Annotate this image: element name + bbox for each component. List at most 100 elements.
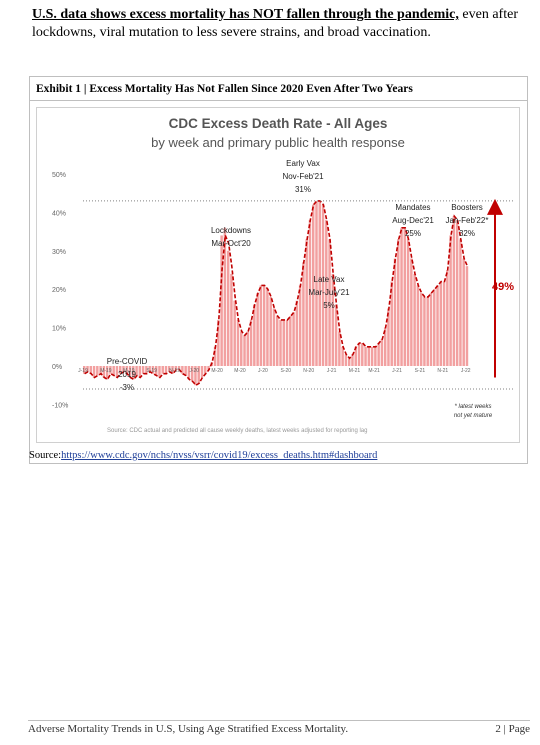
- chart-annotation: Boosters Jan-Feb'22* 32%: [446, 203, 489, 238]
- increase-label: 49%: [492, 281, 514, 293]
- chart-annotation: Mandates Aug-Dec'21 25%: [392, 203, 434, 238]
- x-tick-label: J-22: [461, 368, 471, 374]
- chart-bar: [308, 220, 312, 366]
- x-tick-label: N-21: [437, 368, 448, 374]
- annotation-line: Mar-July'21: [308, 288, 350, 297]
- chart-bar: [367, 346, 371, 366]
- chart-bar: [132, 366, 135, 380]
- chart-bar: [190, 366, 194, 382]
- chart-bar: [298, 285, 302, 366]
- annotation-line: 2019: [118, 370, 136, 379]
- chart-bar: [171, 366, 174, 374]
- chart-bar: [217, 319, 220, 366]
- source-label: Source:: [29, 450, 62, 461]
- footer-title: Adverse Mortality Trends in U.S, Using A…: [28, 723, 349, 735]
- chart-bar: [439, 281, 443, 366]
- chart-bar: [377, 342, 380, 366]
- chart-title: CDC Excess Death Rate - All Ages: [169, 116, 388, 131]
- chart-bar: [446, 270, 449, 366]
- y-tick-label: 10%: [52, 326, 66, 333]
- chart-bar: [459, 239, 462, 366]
- chart-bar: [158, 366, 161, 378]
- annotation-line: Jan-Feb'22*: [446, 216, 489, 225]
- chart-bar: [181, 366, 184, 374]
- chart-bar: [436, 285, 439, 366]
- exhibit-box: Exhibit 1 | Excess Mortality Has Not Fal…: [29, 76, 528, 464]
- y-tick-label: 20%: [52, 287, 66, 294]
- chart-bar: [452, 216, 456, 366]
- chart-bar: [410, 258, 413, 366]
- chart-bar: [200, 366, 204, 378]
- chart-bar: [462, 258, 465, 366]
- chart-bar: [406, 239, 410, 366]
- chart-bar: [292, 312, 295, 366]
- annotation-line: Aug-Dec'21: [392, 216, 434, 225]
- chart-bar: [387, 308, 390, 366]
- chart-bar: [315, 200, 318, 366]
- source-link[interactable]: https://www.cdc.gov/nchs/nvss/vsrr/covid…: [61, 450, 378, 461]
- chart-bar: [449, 235, 452, 366]
- chart-subtitle: by week and primary public health respon…: [151, 135, 405, 150]
- chart-bar: [295, 300, 299, 366]
- chart-bar: [331, 273, 335, 366]
- chart-bar: [138, 366, 142, 378]
- chart-bar: [455, 220, 459, 366]
- chart-bar: [419, 293, 423, 366]
- chart-bar: [465, 266, 469, 366]
- chart-bar: [393, 258, 397, 366]
- chart-bar: [236, 319, 240, 366]
- chart-bar: [364, 346, 367, 366]
- chart-bar: [92, 366, 96, 378]
- chart-bar: [125, 366, 128, 374]
- chart-bar: [289, 316, 292, 366]
- chart-bar: [374, 346, 377, 366]
- chart-bar: [226, 250, 230, 366]
- chart-bar: [429, 293, 433, 366]
- annotation-line: Late Vax: [314, 275, 345, 284]
- chart-bar: [109, 366, 112, 374]
- chart-bar: [347, 358, 351, 366]
- annotation-line: Mar-Oct'20: [211, 239, 251, 248]
- chart-bar: [174, 366, 178, 370]
- chart-bar: [361, 342, 364, 366]
- x-tick-label: N-20: [303, 368, 314, 374]
- chart-bar: [357, 342, 361, 366]
- x-tick-label: M-20: [211, 368, 223, 374]
- source-line: Source:https://www.cdc.gov/nchs/nvss/vsr…: [29, 450, 377, 461]
- chart-bar: [148, 366, 151, 372]
- chart-bar: [223, 227, 227, 366]
- x-tick-label: J-19: [78, 368, 88, 374]
- chart-bar: [325, 220, 328, 366]
- annotation-line: Lockdowns: [211, 226, 251, 235]
- chart-bar: [403, 227, 407, 366]
- chart-bar: [351, 354, 354, 366]
- chart-bar: [105, 366, 109, 380]
- chart-bar: [96, 366, 99, 376]
- chart-bar: [141, 366, 145, 374]
- chart-bar: [112, 366, 115, 376]
- chart-bar: [154, 366, 158, 376]
- chart-annotation: Pre-COVID 2019 -3%: [107, 357, 148, 392]
- x-tick-label: M-21: [349, 368, 361, 374]
- chart-bar: [122, 366, 125, 372]
- chart-bar: [197, 366, 200, 384]
- x-tick-label: M-19: [100, 368, 112, 374]
- chart-bar: [318, 200, 321, 366]
- chart-bar: [262, 285, 266, 366]
- page-number: 2 | Page: [495, 723, 530, 735]
- x-tick-label: S-21: [415, 368, 426, 374]
- chart-bar: [344, 354, 348, 366]
- chart-bar: [128, 366, 132, 378]
- chart-bar: [341, 346, 344, 366]
- chart-bar: [285, 319, 289, 366]
- y-tick-label: 40%: [52, 210, 66, 217]
- chart-bar: [253, 304, 256, 366]
- intro-paragraph: U.S. data shows excess mortality has NOT…: [32, 6, 532, 42]
- x-tick-label: J-21: [392, 368, 402, 374]
- chart-bar: [99, 366, 102, 374]
- chart-annotation: Early Vax Nov-Feb'21 31%: [282, 159, 324, 194]
- annotation-line: Pre-COVID: [107, 357, 148, 366]
- chart-bar: [433, 289, 436, 366]
- chart-bar: [354, 346, 357, 366]
- chart-bar: [164, 366, 168, 374]
